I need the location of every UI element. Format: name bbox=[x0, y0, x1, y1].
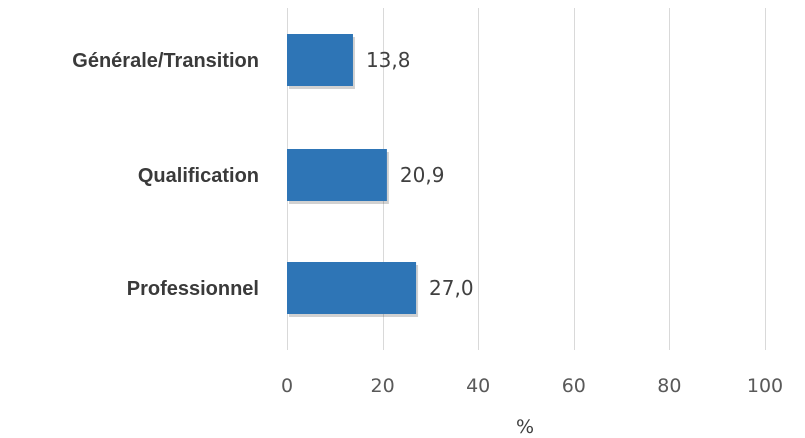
data-labels: 13,8 20,9 27,0 bbox=[366, 48, 474, 300]
bar bbox=[287, 34, 353, 86]
x-tick-label: 20 bbox=[371, 375, 395, 397]
data-label: 13,8 bbox=[366, 48, 411, 72]
x-tick-label: 40 bbox=[466, 375, 490, 397]
category-labels: Générale/Transition Qualification Professi… bbox=[72, 50, 259, 300]
data-label: 20,9 bbox=[400, 163, 445, 187]
x-tick-label: 100 bbox=[747, 375, 783, 397]
x-axis-title: % bbox=[516, 416, 534, 438]
x-tick-label: 0 bbox=[281, 375, 293, 397]
category-label: Qualification bbox=[138, 165, 259, 187]
x-tick-label: 60 bbox=[562, 375, 586, 397]
bars bbox=[287, 34, 419, 317]
data-label: 27,0 bbox=[429, 276, 474, 300]
bar bbox=[287, 262, 417, 314]
x-tick-labels: 0 20 40 60 80 100 bbox=[281, 375, 783, 397]
category-label: Professionnel bbox=[127, 278, 259, 300]
x-tick-label: 80 bbox=[657, 375, 681, 397]
category-label: Générale/Transition bbox=[72, 50, 259, 72]
bar bbox=[287, 149, 387, 201]
